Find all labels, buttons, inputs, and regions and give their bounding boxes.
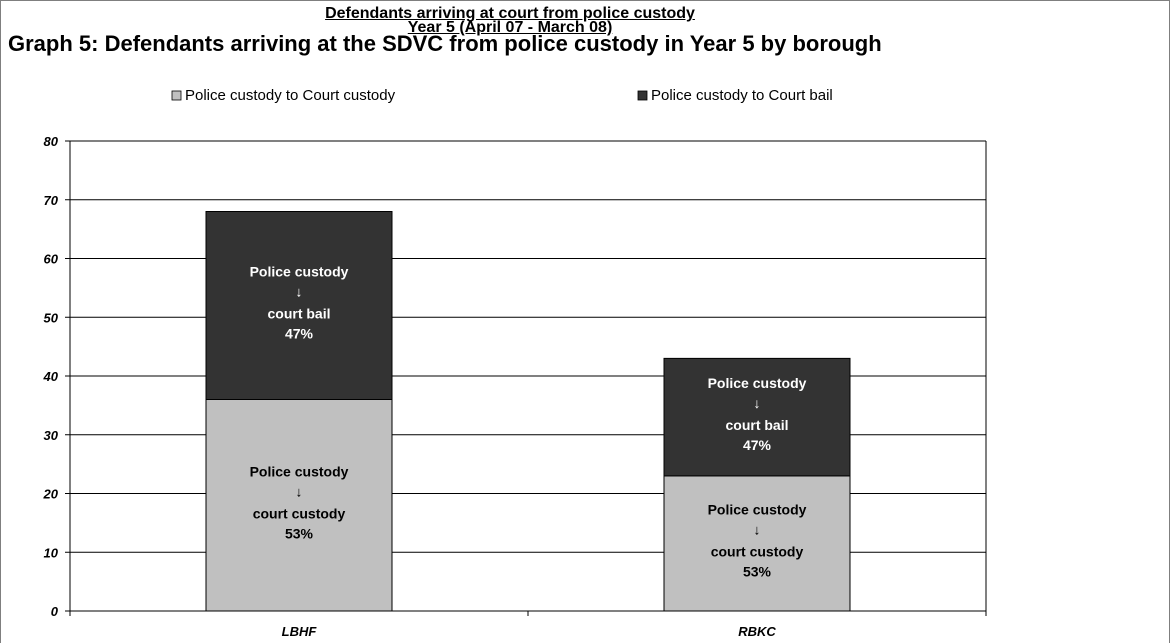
- segment-label-line1: Police custody: [250, 463, 349, 479]
- segment-label-line2: court custody: [253, 505, 346, 521]
- legend-item-custody: Police custody to Court custody: [171, 87, 396, 104]
- legend-swatch-custody: [171, 90, 182, 101]
- segment-label-line1: Police custody: [250, 264, 349, 280]
- legend-swatch-bail: [637, 90, 648, 101]
- y-tick-label: 30: [44, 428, 59, 443]
- x-tick-label: RBKC: [738, 624, 776, 639]
- y-tick-label: 0: [51, 604, 59, 619]
- y-tick-label: 50: [44, 310, 59, 325]
- bar-segment-custody: [205, 399, 393, 612]
- x-tick-label: LBHF: [282, 624, 318, 639]
- legend: Police custody to Court custody Police c…: [171, 87, 833, 104]
- y-tick-label: 60: [44, 252, 59, 267]
- graph-title: Graph 5: Defendants arriving at the SDVC…: [8, 31, 882, 56]
- segment-label-arrow: ↓: [296, 284, 303, 300]
- segment-label-line2: court bail: [267, 306, 330, 322]
- header-title: Defendants arriving at court from police…: [325, 5, 695, 22]
- x-axis-labels: LBHF RBKC: [282, 624, 777, 639]
- bar-segment-bail: [205, 211, 393, 400]
- segment-label-line2: court bail: [725, 417, 788, 433]
- segment-label-arrow: ↓: [754, 521, 761, 537]
- bars: Police custody ↓ court custody 53% Police cu…: [205, 211, 851, 612]
- segment-label-percent: 53%: [743, 563, 772, 579]
- y-tick-label: 20: [43, 487, 59, 502]
- legend-item-bail: Police custody to Court bail: [637, 87, 833, 104]
- y-tick-label: 80: [44, 134, 59, 149]
- axes: [69, 141, 987, 616]
- segment-label-line1: Police custody: [708, 501, 807, 517]
- y-tick-label: 40: [43, 369, 59, 384]
- segment-label-line2: court custody: [711, 543, 804, 559]
- bar-segment-custody: [663, 475, 851, 612]
- segment-label-percent: 47%: [743, 437, 772, 453]
- legend-label-bail: Police custody to Court bail: [651, 87, 833, 104]
- bar-segment-bail: [663, 357, 851, 477]
- segment-label-arrow: ↓: [296, 483, 303, 499]
- segment-label-line1: Police custody: [708, 375, 807, 391]
- y-axis-ticks: 0 10 20 30 40 50 60 70 80: [43, 134, 70, 619]
- header-subtitle: Year 5 (April 07 - March 08): [407, 19, 613, 36]
- segment-label-arrow: ↓: [754, 395, 761, 411]
- y-tick-label: 10: [44, 545, 59, 560]
- segment-label-percent: 53%: [285, 525, 314, 541]
- y-tick-label: 70: [44, 193, 59, 208]
- segment-label-percent: 47%: [285, 326, 314, 342]
- legend-label-custody: Police custody to Court custody: [185, 87, 396, 104]
